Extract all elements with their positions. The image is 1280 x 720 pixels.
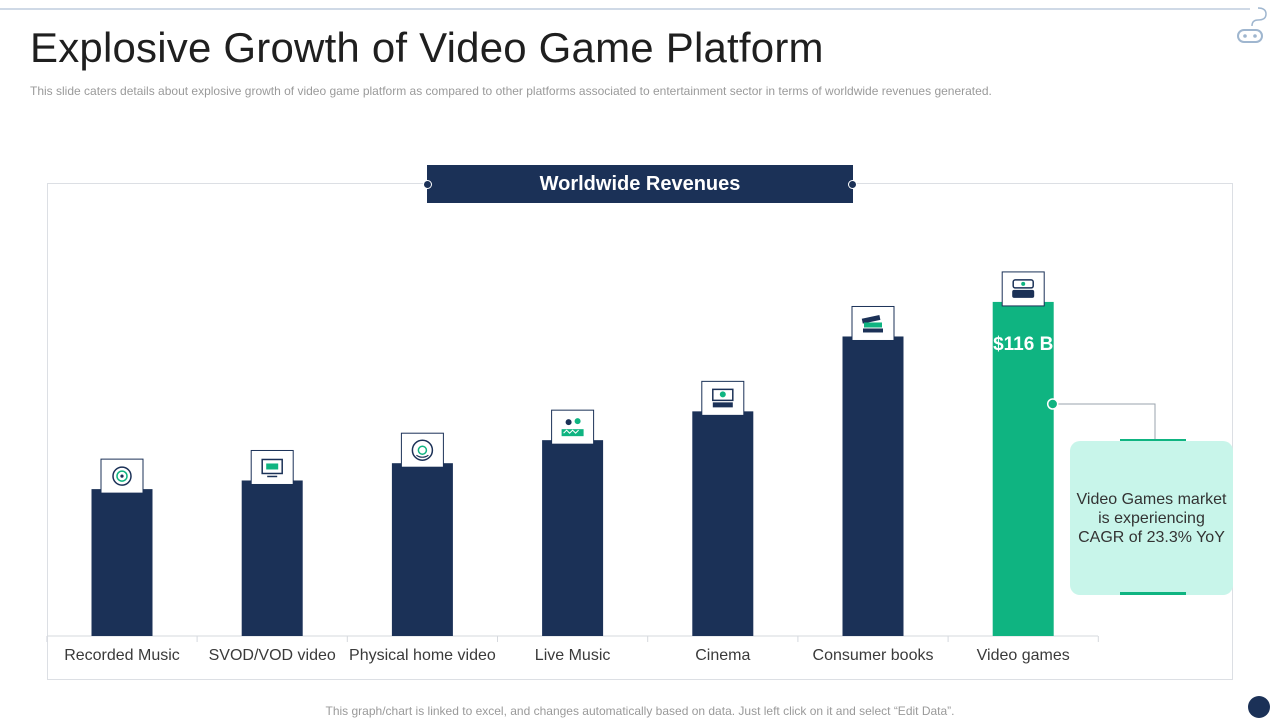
data-label: $116 B: [993, 334, 1053, 355]
callout-text: Video Games market is experiencing CAGR …: [1076, 490, 1227, 546]
bar-video-games: [992, 301, 1054, 636]
chart-title: Worldwide Revenues: [423, 165, 857, 203]
callout-connector: [1052, 403, 1156, 441]
game-controller-icon: [1237, 7, 1267, 43]
bar-icon-badge: [1001, 271, 1045, 307]
x-tick-label: Recorded Music: [64, 647, 180, 664]
x-tick-label: Cinema: [695, 647, 750, 664]
callout-connector-dot: [1046, 398, 1059, 410]
bar-icon-badge: [100, 458, 144, 494]
chart-title-text: Worldwide Revenues: [539, 172, 741, 195]
bar-cinema: [692, 411, 754, 636]
bar-physical-home-video: [391, 463, 453, 636]
bar-icon-badge: [400, 432, 444, 468]
disc-player-icon: [411, 439, 434, 461]
x-tick-label: Consumer books: [813, 647, 934, 664]
x-tick-label: Video games: [977, 647, 1070, 664]
x-tick-label: Live Music: [535, 647, 611, 664]
bar-recorded-music: [91, 489, 153, 636]
page-marker: [1248, 696, 1270, 718]
monitor-video-icon: [261, 458, 283, 478]
callout-top-accent: [1120, 439, 1186, 442]
cagr-callout: Video Games market is experiencing CAGR …: [1070, 441, 1233, 595]
game-console-icon: [1012, 279, 1035, 298]
books-icon: [861, 314, 883, 333]
bar-icon-badge: [701, 380, 745, 416]
footnote: This graph/chart is linked to excel, and…: [325, 704, 955, 718]
concert-stage-icon: [561, 418, 584, 437]
bar-svod-vod-video: [241, 480, 303, 636]
x-tick-label: Physical home video: [349, 647, 496, 664]
bar-live-music: [542, 440, 604, 636]
page-title: Explosive Growth of Video Game Platform: [30, 24, 824, 71]
bar-icon-badge: [551, 409, 595, 445]
chart-title-right-dot: [848, 180, 857, 189]
cinema-screen-icon: [712, 388, 734, 408]
chart-title-left-dot: [423, 180, 432, 189]
x-tick-label: SVOD/VOD video: [209, 647, 336, 664]
bar-consumer-books: [842, 336, 904, 636]
top-rule: [0, 8, 1250, 10]
callout-bottom-accent: [1120, 592, 1186, 595]
page-subtitle: This slide caters details about explosiv…: [30, 84, 992, 98]
vinyl-record-icon: [112, 466, 132, 486]
